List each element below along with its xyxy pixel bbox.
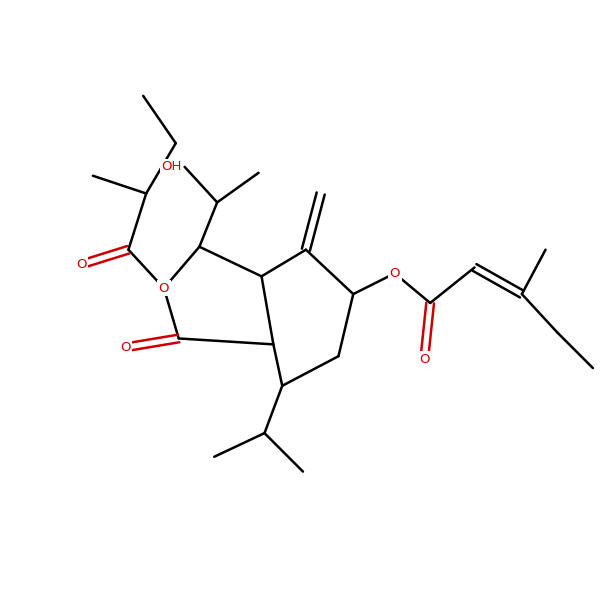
Text: O: O [389, 267, 400, 280]
Text: O: O [76, 258, 86, 271]
Text: OH: OH [161, 160, 182, 173]
Text: O: O [419, 353, 430, 365]
Text: O: O [158, 281, 169, 295]
Text: O: O [120, 341, 131, 354]
